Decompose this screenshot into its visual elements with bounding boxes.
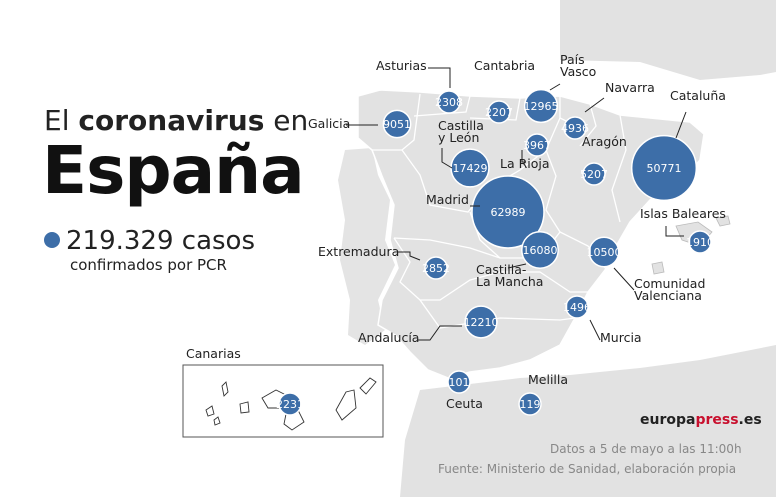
value-madrid: 62989 xyxy=(491,206,526,219)
value-navarra: 4936 xyxy=(561,122,589,135)
bubble-la-rioja xyxy=(525,133,549,157)
africa-land xyxy=(400,345,776,497)
leader-murcia xyxy=(589,319,601,341)
label-melilla: Melilla xyxy=(528,372,568,387)
leader-castilla-la-mancha xyxy=(507,263,527,269)
total-cases: 219.329 casos xyxy=(66,226,256,256)
label-pais-vasco: País Vasco xyxy=(560,52,596,79)
value-islas-baleares: 1910 xyxy=(686,236,714,249)
label-canarias: Canarias xyxy=(186,346,241,361)
bubble-cantabria xyxy=(487,100,511,124)
bubble-madrid xyxy=(471,175,545,249)
leader-asturias xyxy=(428,67,451,88)
label-murcia: Murcia xyxy=(600,330,642,345)
brand-name: europa xyxy=(640,412,696,428)
value-castilla-la-mancha: 16080 xyxy=(523,244,558,257)
title-line-1: El coronavirus en xyxy=(44,104,308,137)
bubble-islas-baleares xyxy=(688,230,712,254)
bubble-asturias xyxy=(437,90,461,114)
value-asturias: 2308 xyxy=(435,96,463,109)
bubble-comunidad-valenciana xyxy=(588,236,620,268)
france-land xyxy=(560,0,776,80)
label-la-rioja: La Rioja xyxy=(500,156,550,171)
bubble-extremadura xyxy=(424,256,448,280)
portugal-land xyxy=(338,148,395,345)
value-castilla-y-leon: 17429 xyxy=(453,162,488,175)
brand-domain: .es xyxy=(738,412,762,428)
value-ceuta: 101 xyxy=(449,376,470,389)
value-pais-vasco: 12965 xyxy=(524,100,559,113)
bubble-ceuta xyxy=(447,370,471,394)
bubble-castilla-la-mancha xyxy=(521,231,559,269)
value-cantabria: 2207 xyxy=(485,106,513,119)
bubble-murcia xyxy=(565,295,589,319)
date-note: Datos a 5 de mayo a las 11:00h xyxy=(550,442,742,456)
source-note: Fuente: Ministerio de Sanidad, elaboraci… xyxy=(438,462,737,476)
value-extremadura: 2852 xyxy=(422,262,450,275)
title-emphasis: coronavirus xyxy=(78,104,265,137)
label-aragon: Aragón xyxy=(582,134,627,149)
label-navarra: Navarra xyxy=(605,80,655,95)
label-castilla-la-mancha: Castilla-La Mancha xyxy=(476,262,543,289)
value-andalucia: 12210 xyxy=(464,316,499,329)
brand-logo: europapress.es xyxy=(640,412,762,428)
title-suffix: en xyxy=(273,104,309,137)
bubble-pais-vasco xyxy=(523,88,559,124)
leader-castilla-y-leon xyxy=(441,148,453,169)
leader-pais-vasco xyxy=(549,83,561,91)
leader-extremadura xyxy=(398,251,421,261)
label-andalucia: Andalucía xyxy=(358,330,419,345)
brand-accent: press xyxy=(695,412,739,428)
bubble-andalucia xyxy=(464,305,498,339)
label-cantabria: Cantabria xyxy=(474,58,535,73)
bubble-canarias xyxy=(278,392,302,416)
leader-comunidad-valenciana xyxy=(613,267,635,291)
label-ceuta: Ceuta xyxy=(446,396,483,411)
value-canarias: 2231 xyxy=(276,398,304,411)
leader-islas-baleares xyxy=(665,226,684,237)
value-aragon: 5207 xyxy=(580,168,608,181)
leader-la-rioja xyxy=(521,150,526,163)
value-comunidad-valenciana: 10500 xyxy=(587,246,622,259)
leader-cataluna xyxy=(675,111,687,139)
leader-andalucia xyxy=(418,325,462,341)
label-islas-baleares: Islas Baleares xyxy=(640,206,726,221)
label-galicia: Galicia xyxy=(308,116,350,131)
bubble-aragon xyxy=(582,162,606,186)
label-comunidad-valenciana: Comunidad Valenciana xyxy=(634,276,705,303)
bubble-cataluna xyxy=(630,134,698,202)
bubble-navarra xyxy=(563,116,587,140)
value-melilla: 119 xyxy=(520,398,541,411)
value-la-rioja: 3967 xyxy=(523,139,551,152)
bubble-melilla xyxy=(518,392,542,416)
title-prefix: El xyxy=(44,104,70,137)
label-asturias: Asturias xyxy=(376,58,427,73)
title-country: España xyxy=(42,132,305,209)
bubble-galicia xyxy=(382,109,412,139)
value-murcia: 1496 xyxy=(563,301,591,314)
legend-bubble-icon xyxy=(44,232,60,248)
label-cataluna: Cataluña xyxy=(670,88,726,103)
label-extremadura: Extremadura xyxy=(318,244,399,259)
total-subtitle: confirmados por PCR xyxy=(70,256,227,274)
label-madrid: Madrid xyxy=(426,192,469,207)
label-castilla-y-leon: Castilla y León xyxy=(438,118,484,145)
value-galicia: 9051 xyxy=(383,118,411,131)
value-cataluna: 50771 xyxy=(647,162,682,175)
leader-navarra xyxy=(584,97,605,113)
